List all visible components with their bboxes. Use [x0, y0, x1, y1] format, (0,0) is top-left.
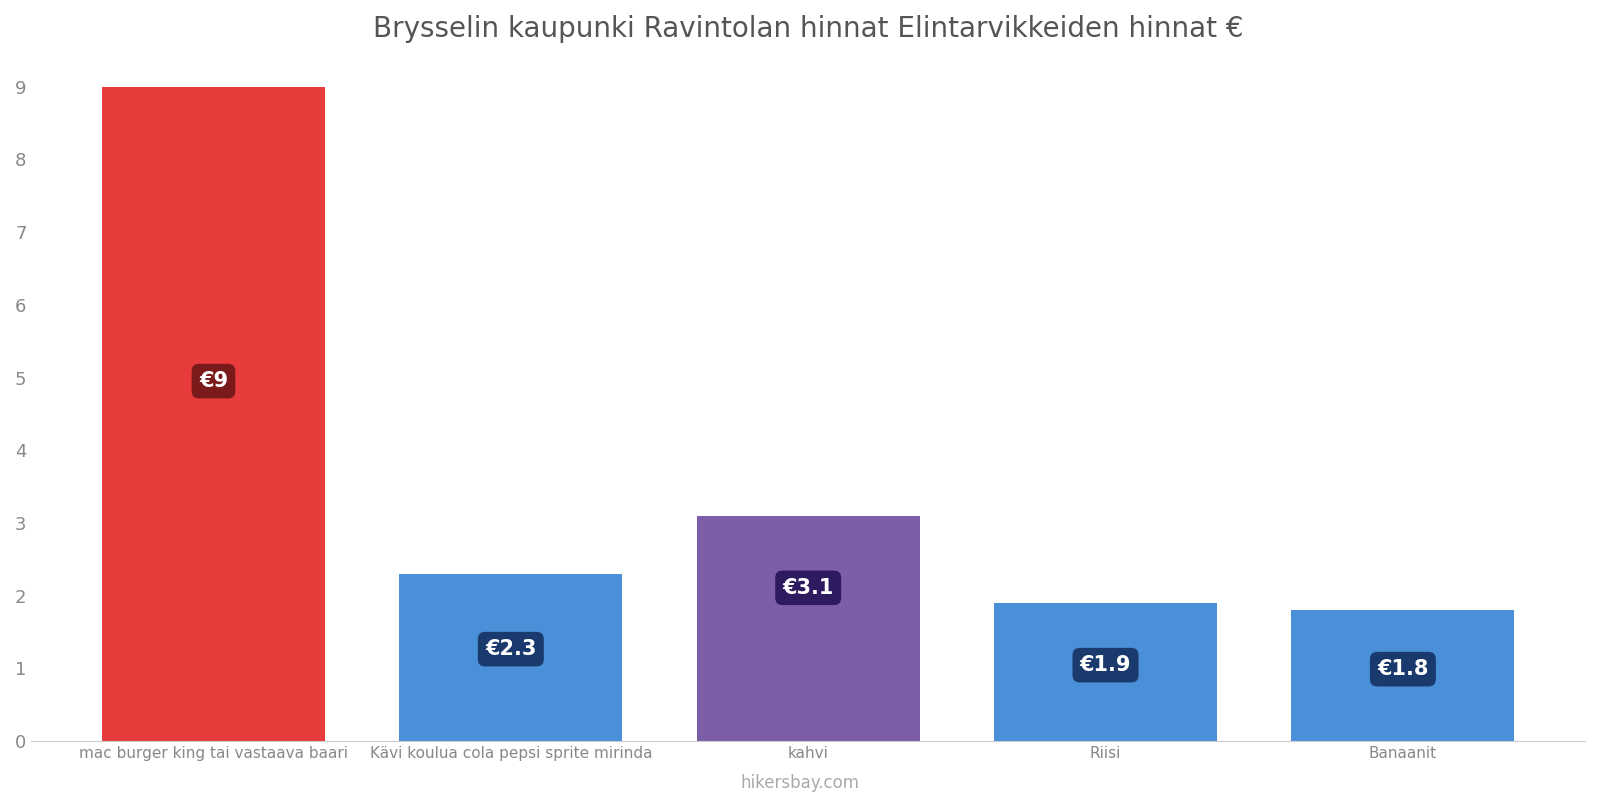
Bar — [696, 516, 920, 741]
Text: €1.9: €1.9 — [1080, 655, 1131, 675]
Bar — [994, 603, 1218, 741]
Bar — [102, 86, 325, 741]
Bar — [1291, 610, 1514, 741]
Text: €9: €9 — [198, 371, 229, 391]
Bar — [400, 574, 622, 741]
Text: hikersbay.com: hikersbay.com — [741, 774, 859, 792]
Title: Brysselin kaupunki Ravintolan hinnat Elintarvikkeiden hinnat €: Brysselin kaupunki Ravintolan hinnat Eli… — [373, 15, 1243, 43]
Text: €3.1: €3.1 — [782, 578, 834, 598]
Text: €2.3: €2.3 — [485, 639, 536, 659]
Text: €1.8: €1.8 — [1378, 659, 1429, 679]
